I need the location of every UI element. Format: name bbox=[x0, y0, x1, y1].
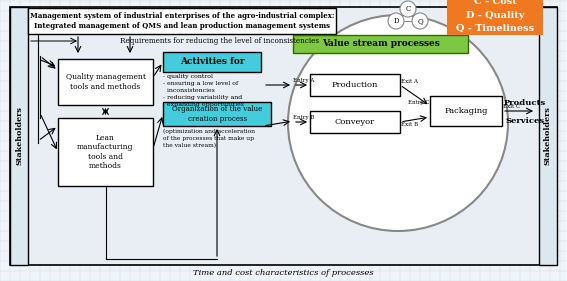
Bar bbox=[293, 35, 468, 53]
Text: Stakeholders: Stakeholders bbox=[544, 106, 552, 166]
Circle shape bbox=[388, 13, 404, 29]
Circle shape bbox=[400, 1, 416, 17]
Text: C: C bbox=[405, 5, 411, 13]
Bar bbox=[539, 7, 557, 265]
Text: Services: Services bbox=[505, 117, 544, 125]
Text: Entry C: Entry C bbox=[408, 100, 429, 105]
Circle shape bbox=[412, 13, 428, 29]
Text: (optimization and acceleration
of the processes that make up
the value stream): (optimization and acceleration of the pr… bbox=[163, 129, 255, 148]
Bar bbox=[447, 0, 543, 35]
Text: Entry A: Entry A bbox=[293, 78, 314, 83]
Text: Requirements for reducing the level of inconsistencies: Requirements for reducing the level of i… bbox=[121, 37, 319, 45]
Bar bbox=[58, 118, 153, 186]
Bar bbox=[310, 74, 400, 96]
Text: Conveyor: Conveyor bbox=[335, 118, 375, 126]
Text: Time and cost characteristics of processes: Time and cost characteristics of process… bbox=[193, 269, 373, 277]
Text: Quality management
tools and methods: Quality management tools and methods bbox=[66, 73, 146, 90]
Text: Activities for: Activities for bbox=[180, 58, 244, 67]
Text: Organization of the value
creation process: Organization of the value creation proce… bbox=[172, 105, 262, 123]
Bar bbox=[28, 8, 336, 34]
Text: Exit B: Exit B bbox=[401, 122, 418, 127]
Bar bbox=[430, 96, 502, 126]
Bar bbox=[310, 111, 400, 133]
Bar bbox=[163, 52, 261, 72]
Bar bbox=[58, 59, 153, 105]
Text: Stakeholders: Stakeholders bbox=[15, 106, 23, 166]
Ellipse shape bbox=[288, 15, 508, 231]
Text: Exit A: Exit A bbox=[401, 79, 418, 84]
Text: Management system of industrial enterprises of the agro-industrial complex:
Inte: Management system of industrial enterpri… bbox=[29, 12, 335, 30]
Text: - quality control
- ensuring a low level of
  inconsistencies
- reducing variabi: - quality control - ensuring a low level… bbox=[163, 74, 244, 107]
Text: Packaging: Packaging bbox=[445, 107, 488, 115]
Bar bbox=[10, 7, 28, 265]
Text: D: D bbox=[393, 17, 399, 25]
Text: Lean
manufacturing
tools and
methods: Lean manufacturing tools and methods bbox=[77, 134, 134, 170]
Text: Q: Q bbox=[417, 17, 423, 25]
Text: Entry B: Entry B bbox=[293, 115, 315, 120]
Text: Production: Production bbox=[332, 81, 378, 89]
Text: C - Cost
D - Quality
Q - Timeliness: C - Cost D - Quality Q - Timeliness bbox=[456, 0, 534, 33]
Text: Products: Products bbox=[504, 99, 546, 107]
Text: Exit C: Exit C bbox=[503, 104, 520, 109]
Text: Value stream processes: Value stream processes bbox=[321, 40, 439, 49]
Bar bbox=[163, 102, 271, 126]
